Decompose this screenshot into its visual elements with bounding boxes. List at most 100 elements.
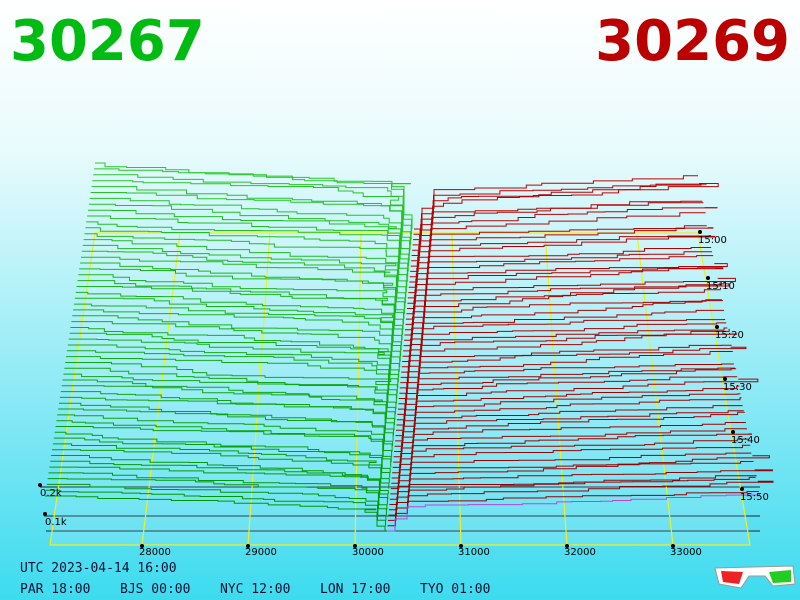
bid-curve <box>72 315 401 367</box>
bid-curve <box>53 437 391 478</box>
bid-curve <box>92 180 412 245</box>
price-grid-line <box>544 232 568 546</box>
ask-curve <box>387 491 759 527</box>
ask-curve <box>387 494 760 532</box>
price-label: 30000 <box>352 547 384 558</box>
bid-curve <box>85 227 408 288</box>
bid-curve <box>61 385 395 431</box>
bid-curve <box>87 215 409 277</box>
bid-price: 30267 <box>10 9 205 74</box>
ask-curve <box>404 289 721 341</box>
ask-curve <box>405 267 717 320</box>
tick-dot <box>38 483 42 487</box>
tick-dot <box>565 544 569 548</box>
bid-curve <box>57 414 393 457</box>
utc-time: UTC 2023-04-14 16:00 <box>20 561 177 576</box>
ask-curve <box>394 405 743 447</box>
ask-curve <box>411 207 718 262</box>
tick-dot <box>353 544 357 548</box>
ask-curve <box>396 378 759 426</box>
ask-curve <box>410 225 707 272</box>
price-grid-line <box>141 232 181 546</box>
tick-dot <box>723 377 727 381</box>
tick-dot <box>740 487 744 491</box>
bid-curve <box>67 344 398 394</box>
price-label: 33000 <box>670 547 702 558</box>
bid-curve <box>68 338 399 388</box>
ask-curve <box>393 411 745 458</box>
ask-curve <box>389 469 773 505</box>
ask-curve <box>391 438 750 479</box>
3d-glasses-icon[interactable] <box>714 565 796 589</box>
tick-dot <box>140 544 144 548</box>
ask-curve <box>401 322 727 368</box>
bid-curve <box>73 309 401 362</box>
timezone-label: TYO 01:00 <box>420 582 490 597</box>
ask-curve <box>388 476 756 511</box>
ask-curve <box>391 444 751 484</box>
timezone-label: NYC 12:00 <box>220 582 290 597</box>
price-label: 32000 <box>564 547 596 558</box>
depth-label: 0.1k <box>45 517 67 528</box>
price-label: 31000 <box>458 547 490 558</box>
bid-curve <box>45 495 386 531</box>
bid-curve <box>89 197 410 261</box>
bid-curve <box>65 362 397 410</box>
floor-grid <box>40 232 760 546</box>
ask-curve <box>389 461 754 500</box>
ask-curve <box>412 200 703 251</box>
time-label: 15:50 <box>740 492 769 503</box>
tick-dot <box>706 276 710 280</box>
bid-curve <box>73 303 402 357</box>
price-grid-line <box>354 232 362 546</box>
bid-curve <box>47 478 387 516</box>
bid-curve <box>94 168 412 235</box>
bid-curve <box>59 396 394 441</box>
ask-curve <box>396 376 738 421</box>
bid-curve <box>55 426 392 468</box>
ask-curve <box>397 368 737 415</box>
bid-curve <box>48 472 388 510</box>
time-label: 15:20 <box>715 330 744 341</box>
price-label: 29000 <box>245 547 277 558</box>
bid-curve <box>84 233 407 293</box>
bid-curve <box>66 356 397 404</box>
bid-curve <box>52 443 390 484</box>
ask-curve <box>396 385 740 431</box>
bid-curve <box>71 321 400 373</box>
bid-curve <box>45 489 386 526</box>
ask-curve <box>388 475 757 516</box>
ask-curve <box>414 175 698 230</box>
axis-labels: 28000 29000 30000 31000 32000 33000 15:00 15:10… <box>38 230 769 558</box>
bid-curve <box>60 391 394 436</box>
ask-price: 30269 <box>595 9 790 74</box>
ask-curve <box>390 455 770 495</box>
bid-curve <box>56 420 392 463</box>
price-label: 28000 <box>139 547 171 558</box>
tick-dot <box>246 544 250 548</box>
price-grid-line <box>636 232 674 546</box>
floor <box>49 232 751 546</box>
timezone-label: LON 17:00 <box>320 582 390 597</box>
bid-curve <box>75 291 403 346</box>
price-grid-line <box>247 232 271 546</box>
ask-curve <box>398 363 734 405</box>
time-label: 15:00 <box>698 235 727 246</box>
bid-curve <box>52 449 390 489</box>
bid-curve <box>90 192 411 256</box>
ask-curve <box>412 183 707 246</box>
tick-dot <box>671 544 675 548</box>
time-label: 15:30 <box>723 382 752 393</box>
tick-dot <box>731 430 735 434</box>
ask-curve <box>387 480 774 521</box>
time-label: 15:10 <box>706 281 735 292</box>
bid-curve <box>63 373 396 420</box>
timezone-label: PAR 18:00 <box>20 582 90 597</box>
ask-curve <box>410 212 706 267</box>
bid-curve <box>76 286 403 341</box>
tick-dot <box>459 544 463 548</box>
ask-curve <box>405 283 730 331</box>
bid-curve <box>46 483 387 521</box>
ask-curve <box>395 397 742 442</box>
